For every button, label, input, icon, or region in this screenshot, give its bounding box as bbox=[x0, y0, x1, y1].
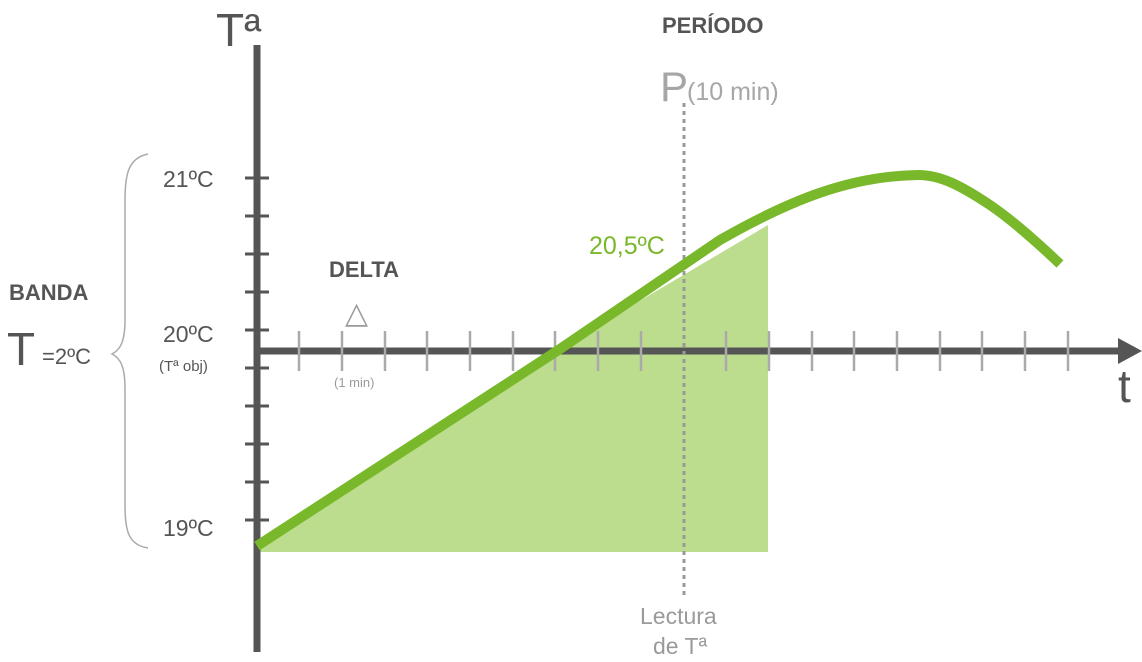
x-axis-arrowhead bbox=[1118, 338, 1142, 364]
x-axis-label: t bbox=[1118, 360, 1131, 412]
x-axis-ticks bbox=[297, 331, 1070, 371]
y-axis-ticks bbox=[245, 176, 269, 522]
y-tick-label-21: 21ºC bbox=[163, 166, 214, 192]
delta-unit-label: (1 min) bbox=[334, 375, 374, 390]
temperature-curve bbox=[254, 170, 1064, 551]
period-letter: P bbox=[660, 63, 688, 110]
y-tick-label-20: 20ºC bbox=[163, 321, 214, 347]
reading-caption-line1: Lectura bbox=[640, 603, 717, 629]
banda-heading: BANDA bbox=[9, 280, 89, 305]
period-heading: PERÍODO bbox=[662, 13, 763, 38]
y-axis-label: Tª bbox=[216, 4, 262, 56]
integral-shaded-area bbox=[257, 225, 768, 552]
reading-value-label: 20,5ºC bbox=[589, 232, 665, 260]
banda-value: =2ºC bbox=[42, 344, 91, 369]
delta-heading: DELTA bbox=[329, 257, 399, 282]
banda-letter: T bbox=[7, 323, 35, 375]
y-tick-label-19: 19ºC bbox=[163, 515, 214, 541]
delta-symbol: △ bbox=[345, 297, 368, 330]
y-tick-label-20-note: (Tª obj) bbox=[159, 358, 208, 375]
reading-caption-line2: de Tª bbox=[653, 633, 708, 659]
period-value: (10 min) bbox=[687, 78, 779, 106]
banda-brace bbox=[110, 153, 149, 549]
